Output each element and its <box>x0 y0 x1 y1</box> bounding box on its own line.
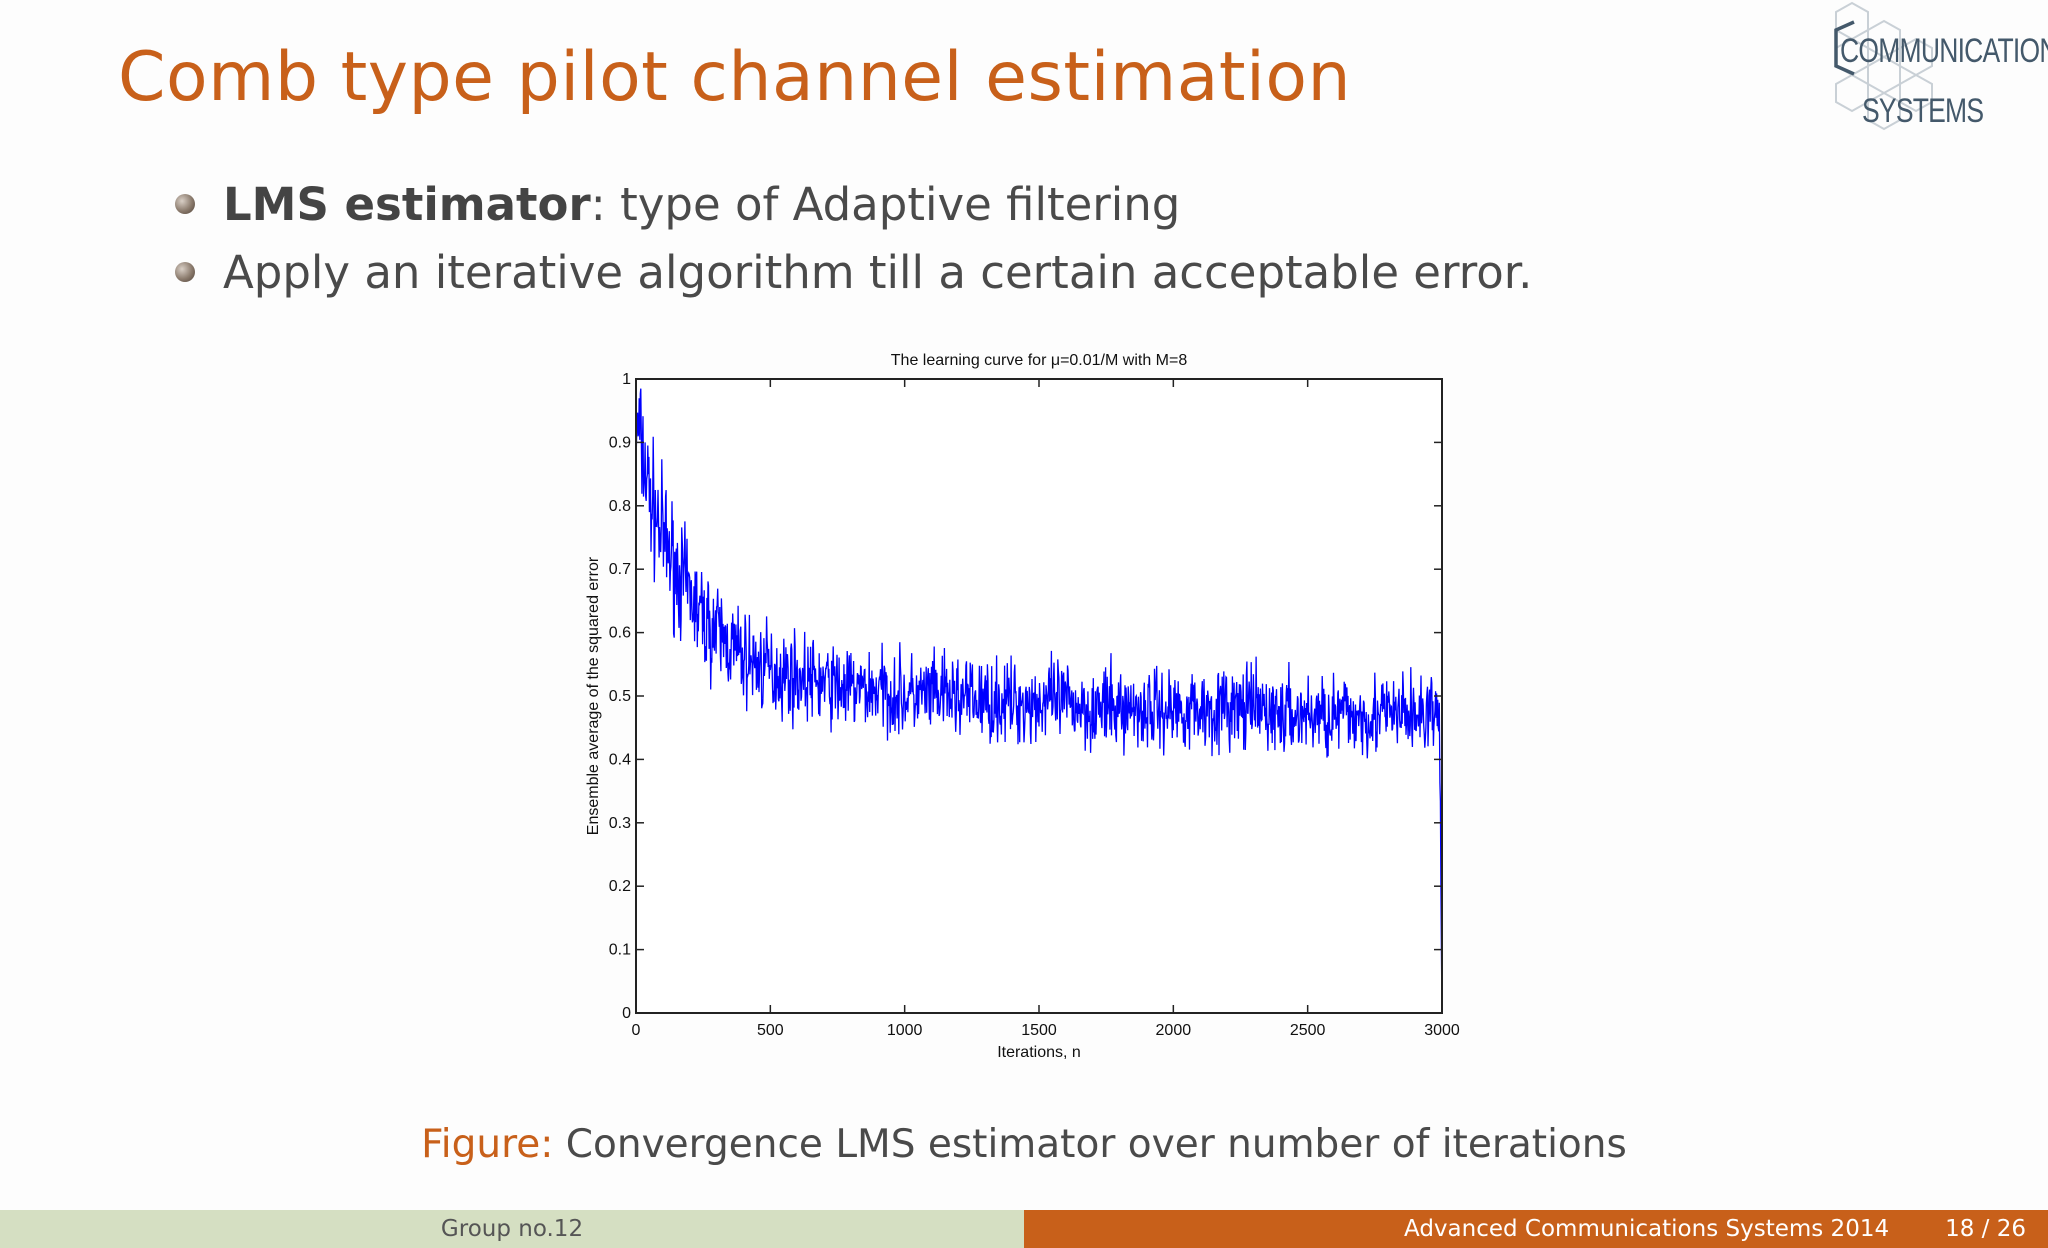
x-tick-label: 2000 <box>1156 1022 1192 1039</box>
x-tick-label: 500 <box>757 1022 784 1039</box>
bullet-text: : type of Adaptive filtering <box>590 177 1181 231</box>
bullet-dot-icon <box>175 194 195 214</box>
x-tick-label: 1500 <box>1021 1022 1057 1039</box>
y-tick-label: 0.7 <box>609 561 631 578</box>
caption-label: Figure: <box>421 1122 554 1167</box>
y-tick-label: 0 <box>622 1005 631 1022</box>
bullet-list: LMS estimator: type of Adaptive filterin… <box>175 170 1532 306</box>
footer-info: Advanced Communications Systems 2014 18 … <box>1024 1210 2048 1248</box>
y-axis-label: Ensemble average of the squared error <box>585 556 602 835</box>
x-tick-label: 1000 <box>887 1022 923 1039</box>
figure-caption: Figure: Convergence LMS estimator over n… <box>0 1122 2048 1167</box>
bullet-strong-text: LMS estimator <box>223 177 591 231</box>
y-tick-label: 0.2 <box>609 878 631 895</box>
x-tick-label: 0 <box>632 1022 641 1039</box>
footer-bar: Group no.12 Advanced Communications Syst… <box>0 1210 2048 1248</box>
y-tick-label: 1 <box>622 371 631 388</box>
logo-line-communication: COMMUNICATION <box>1840 32 2048 70</box>
y-tick-label: 0.6 <box>609 625 631 642</box>
bullet-dot-icon <box>175 262 195 282</box>
y-tick-label: 0.5 <box>609 688 631 705</box>
bullet-item-iterative: Apply an iterative algorithm till a cert… <box>175 238 1532 306</box>
footer-group-label: Group no.12 <box>440 1216 584 1242</box>
x-axis-label: Iterations, n <box>997 1044 1081 1061</box>
y-tick-label: 0.8 <box>609 498 631 515</box>
series-line <box>635 388 1443 1014</box>
slide-title: Comb type pilot channel estimation <box>118 38 1352 117</box>
x-tick-label: 3000 <box>1424 1022 1460 1039</box>
y-tick-label: 0.4 <box>609 751 631 768</box>
hexagon-pattern-icon <box>1834 1 1933 131</box>
footer-page-number: 18 / 26 <box>1945 1216 2026 1242</box>
y-tick-label: 0.1 <box>609 942 631 959</box>
caption-text: Convergence LMS estimator over number of… <box>553 1122 1627 1167</box>
logo-line-systems: SYSTEMS <box>1862 92 1984 130</box>
x-tick-label: 2500 <box>1290 1022 1326 1039</box>
bullet-text: Apply an iterative algorithm till a cert… <box>223 245 1533 299</box>
learning-curve-chart: 0 500 1000 1500 2000 2500 3000 0 0.1 0.2 0.3 0.4 0.5… <box>585 352 1460 1061</box>
footer-conference: Advanced Communications Systems 2014 <box>1404 1216 1890 1242</box>
bullet-item-lms: LMS estimator: type of Adaptive filterin… <box>175 170 1532 238</box>
y-tick-label: 0.9 <box>609 434 631 451</box>
footer-group: Group no.12 <box>0 1210 1024 1248</box>
communication-systems-logo: COMMUNICATION SYSTEMS <box>1822 0 2048 160</box>
y-tick-label: 0.3 <box>609 815 631 832</box>
chart-title: The learning curve for μ=0.01/M with M=8 <box>891 352 1188 369</box>
